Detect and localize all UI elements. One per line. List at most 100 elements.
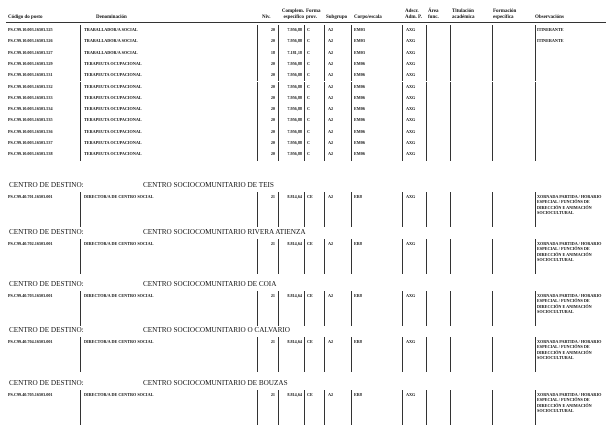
cell-adscr: AXG <box>406 128 416 134</box>
column-divider <box>351 36 352 48</box>
column-divider <box>80 115 81 127</box>
column-divider <box>80 47 81 59</box>
section-label: CENTRO DE DESTINO: <box>9 228 84 236</box>
cell-niv: 18 <box>270 49 275 55</box>
column-divider <box>324 104 325 116</box>
column-divider <box>257 58 258 71</box>
column-divider <box>351 70 352 82</box>
column-divider <box>278 291 279 326</box>
column-divider <box>324 390 325 425</box>
cell-niv: 20 <box>270 151 275 157</box>
column-divider <box>535 58 536 71</box>
cell-subgrupo: A2 <box>328 151 334 157</box>
cell-niv: 20 <box>270 128 275 134</box>
column-divider <box>402 126 403 138</box>
cell-niv: 20 <box>270 140 275 145</box>
cell-corpo: EM06 <box>354 72 365 78</box>
cell-denom: TERAPEUTA OCUPACIONAL <box>84 72 142 78</box>
cell-corpo: EM06 <box>354 106 365 112</box>
column-divider <box>324 25 325 37</box>
cell-subgrupo: A2 <box>328 392 334 397</box>
cell-subgrupo: A2 <box>328 117 334 123</box>
cell-complem: 7.956,88 <box>287 60 302 66</box>
column-divider <box>402 192 403 227</box>
column-divider <box>535 115 536 127</box>
column-divider <box>535 81 536 93</box>
column-divider <box>257 70 258 82</box>
cell-niv: 21 <box>270 339 275 344</box>
column-divider <box>402 239 403 274</box>
cell-complem: 8.814,64 <box>287 339 302 344</box>
column-divider <box>402 36 403 48</box>
cell-complem: 7.956,88 <box>287 38 302 44</box>
column-divider <box>80 25 81 37</box>
header-niv: Niv. <box>262 15 271 20</box>
column-divider <box>535 149 536 161</box>
cell-niv: 20 <box>270 27 275 32</box>
header-code: Código do posto <box>8 15 43 20</box>
cell-corpo: EM03 <box>354 27 365 32</box>
column-divider <box>351 149 352 161</box>
column-divider <box>492 149 493 161</box>
header-divider <box>6 22 606 23</box>
cell-denom: TRABALLADOR/A SOCIAL <box>84 27 138 32</box>
cell-denom: TERAPEUTA OCUPACIONAL <box>84 117 142 123</box>
cell-denom: TERAPEUTA OCUPACIONAL <box>84 151 142 157</box>
column-divider <box>324 81 325 93</box>
cell-complem: 8.814,64 <box>287 241 302 246</box>
cell-denom: TERAPEUTA OCUPACIONAL <box>84 94 142 100</box>
column-divider <box>278 81 279 93</box>
column-divider <box>304 126 305 138</box>
column-divider <box>402 390 403 425</box>
column-divider <box>278 36 279 48</box>
column-divider <box>450 149 451 161</box>
column-divider <box>351 138 352 150</box>
column-divider <box>351 104 352 116</box>
column-divider <box>426 138 427 150</box>
column-divider <box>450 390 451 425</box>
cell-complem: 7.956,88 <box>287 106 302 112</box>
cell-niv: 21 <box>270 241 275 246</box>
cell-denom: DIRECTOR/A DE CENTRO SOCIAL <box>84 392 154 397</box>
cell-denom: TERAPEUTA OCUPACIONAL <box>84 83 142 89</box>
cell-denom: TERAPEUTA OCUPACIONAL <box>84 140 142 145</box>
column-divider <box>535 239 536 274</box>
column-divider <box>278 239 279 274</box>
column-divider <box>535 337 536 372</box>
cell-subgrupo: A2 <box>328 27 334 32</box>
cell-adscr: AXG <box>406 194 416 199</box>
column-divider <box>402 92 403 105</box>
cell-complem: 7.956,88 <box>287 140 302 145</box>
column-divider <box>492 138 493 150</box>
cell-corpo: ER8 <box>354 194 362 199</box>
column-divider <box>324 337 325 372</box>
cell-forma: CE <box>307 339 313 344</box>
column-divider <box>278 70 279 82</box>
cell-subgrupo: A2 <box>328 241 334 246</box>
column-divider <box>535 70 536 82</box>
column-divider <box>304 138 305 150</box>
cell-forma: CE <box>307 293 313 298</box>
cell-corpo: EM03 <box>354 38 365 44</box>
cell-code: PS.C99.10.003.16503.533 <box>8 94 53 100</box>
column-divider <box>278 115 279 127</box>
header-subgrupo: Subgrupo <box>326 15 348 20</box>
cell-niv: 20 <box>270 83 275 89</box>
column-divider <box>304 115 305 127</box>
column-divider <box>426 149 427 161</box>
column-divider <box>450 70 451 82</box>
column-divider <box>304 70 305 82</box>
column-divider <box>324 58 325 71</box>
cell-niv: 20 <box>270 38 275 44</box>
cell-denom: DIRECTOR/A DE CENTRO SOCIAL <box>84 241 154 246</box>
cell-subgrupo: A2 <box>328 128 334 134</box>
section-label: CENTRO DE DESTINO: <box>9 280 84 288</box>
column-divider <box>324 126 325 138</box>
column-divider <box>492 47 493 59</box>
column-divider <box>351 25 352 37</box>
column-divider <box>257 192 258 227</box>
column-divider <box>304 192 305 227</box>
column-divider <box>351 47 352 59</box>
column-divider <box>450 337 451 372</box>
